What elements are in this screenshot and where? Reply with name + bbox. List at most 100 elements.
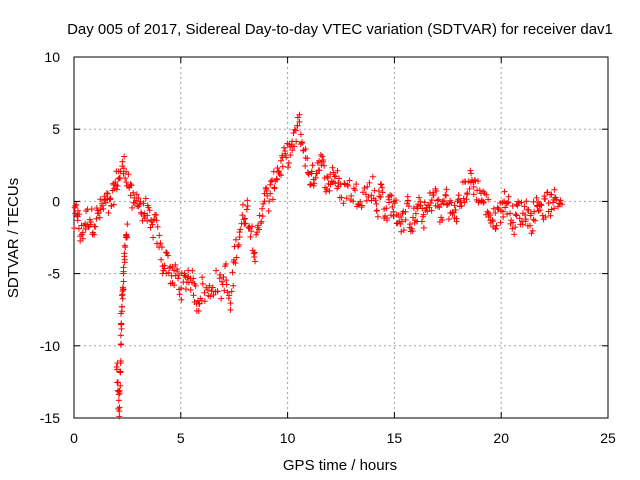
data-point-plus <box>338 194 345 201</box>
data-point-plus <box>88 206 95 213</box>
data-point-plus <box>332 173 339 180</box>
data-point-plus <box>201 298 208 305</box>
data-point-plus <box>285 164 292 171</box>
data-point-plus <box>144 217 151 224</box>
data-point-plus <box>256 212 263 219</box>
data-point-plus <box>154 223 161 230</box>
data-point-plus <box>537 201 544 208</box>
data-point-plus <box>118 292 125 299</box>
data-point-plus <box>182 286 189 293</box>
data-point-plus <box>442 192 449 199</box>
data-point-plus <box>256 226 263 233</box>
data-point-plus <box>505 199 512 206</box>
data-point-plus <box>542 196 549 203</box>
data-point-plus <box>127 181 134 188</box>
data-point-plus <box>400 227 407 234</box>
data-point-plus <box>114 379 121 386</box>
data-point-plus <box>124 221 131 228</box>
data-point-plus <box>172 261 179 268</box>
data-point-plus <box>458 202 465 209</box>
x-tick-label: 5 <box>177 430 185 446</box>
data-point-plus <box>277 157 284 164</box>
data-point-plus <box>217 271 224 278</box>
data-point-plus <box>471 177 478 184</box>
data-point-plus <box>135 203 142 210</box>
data-point-plus <box>542 214 549 221</box>
data-point-plus <box>313 170 320 177</box>
data-point-plus <box>518 199 525 206</box>
data-point-plus <box>460 195 467 202</box>
data-point-plus <box>320 156 327 163</box>
data-point-plus <box>344 181 351 188</box>
data-point-plus <box>369 173 376 180</box>
data-point-plus <box>536 207 543 214</box>
data-point-plus <box>405 203 412 210</box>
data-point-plus <box>532 217 539 224</box>
data-point-plus <box>470 183 477 190</box>
data-point-plus <box>291 126 298 133</box>
data-point-plus <box>448 199 455 206</box>
data-point-plus <box>519 221 526 228</box>
data-point-plus <box>75 225 82 232</box>
data-point-plus <box>119 158 126 165</box>
data-point-plus <box>121 153 128 160</box>
data-point-plus <box>547 212 554 219</box>
data-point-plus <box>258 218 265 225</box>
data-point-plus <box>507 210 514 217</box>
chart-title: Day 005 of 2017, Sidereal Day-to-day VTE… <box>67 21 613 38</box>
data-point-plus <box>100 205 107 212</box>
data-point-plus <box>549 199 556 206</box>
data-point-plus <box>409 228 416 235</box>
data-point-plus <box>522 211 529 218</box>
data-point-plus <box>242 220 249 227</box>
data-point-plus <box>420 224 427 231</box>
data-point-plus <box>377 181 384 188</box>
data-point-plus <box>157 240 164 247</box>
data-point-plus <box>174 275 181 282</box>
data-point-plus <box>424 208 431 215</box>
data-point-plus <box>492 225 499 232</box>
data-point-plus <box>79 235 86 242</box>
data-point-plus <box>398 218 405 225</box>
data-point-plus <box>218 278 225 285</box>
data-point-plus <box>402 216 409 223</box>
data-point-plus <box>558 201 565 208</box>
data-point-plus <box>533 194 540 201</box>
data-point-plus <box>118 325 125 332</box>
data-point-plus <box>251 249 258 256</box>
data-point-plus <box>433 187 440 194</box>
data-point-plus <box>218 295 225 302</box>
data-point-plus <box>243 206 250 213</box>
data-point-plus <box>252 258 259 265</box>
data-point-plus <box>269 177 276 184</box>
data-point-plus <box>376 193 383 200</box>
data-point-plus <box>373 201 380 208</box>
data-point-plus <box>276 171 283 178</box>
data-point-plus <box>435 196 442 203</box>
data-point-plus <box>117 332 124 339</box>
data-point-plus <box>232 236 239 243</box>
data-point-plus <box>445 216 452 223</box>
data-point-plus <box>199 274 206 281</box>
data-point-plus <box>116 413 123 420</box>
data-point-plus <box>430 192 437 199</box>
data-point-plus <box>103 190 110 197</box>
data-point-plus <box>483 191 490 198</box>
data-point-plus <box>98 200 105 207</box>
data-point-plus <box>114 182 121 189</box>
data-point-plus <box>189 267 196 274</box>
data-point-plus <box>120 264 127 271</box>
data-point-plus <box>110 201 117 208</box>
data-point-plus <box>181 270 188 277</box>
data-point-plus <box>95 210 102 217</box>
data-point-plus <box>122 175 129 182</box>
data-point-plus <box>150 234 157 241</box>
data-point-plus <box>239 201 246 208</box>
data-point-plus <box>366 179 373 186</box>
data-point-plus <box>348 192 355 199</box>
data-point-plus <box>118 303 125 310</box>
data-point-plus <box>487 212 494 219</box>
data-point-plus <box>522 218 529 225</box>
data-point-plus <box>319 153 326 160</box>
